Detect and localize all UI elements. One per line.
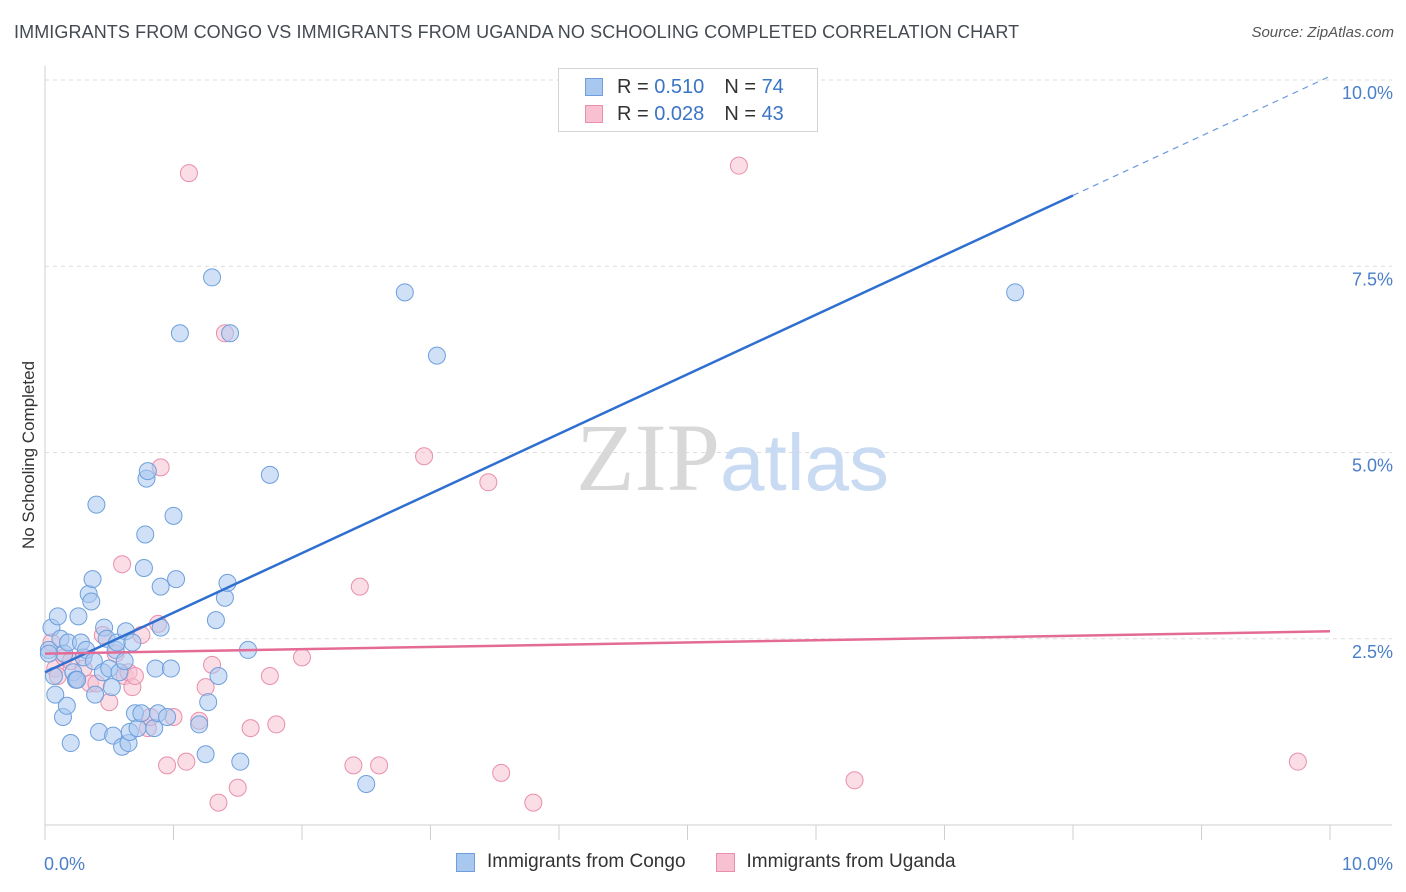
legend-n-label-uganda: N =	[724, 102, 756, 125]
congo-point	[190, 715, 209, 734]
legend-row-uganda: R = 0.028 N = 43	[585, 102, 784, 126]
congo-point	[427, 346, 446, 365]
tick-labels: 2.5% 5.0% 7.5% 10.0% 0.0% 10.0%	[44, 83, 1393, 874]
congo-point	[136, 525, 155, 544]
congo-point	[83, 570, 102, 589]
congo-point	[221, 324, 240, 343]
watermark-atlas: atlas	[720, 418, 889, 507]
congo-point	[46, 685, 65, 704]
y-axis-label: No Schooling Completed	[19, 361, 38, 549]
congo-point	[231, 752, 250, 771]
congo-point	[102, 678, 121, 697]
legend-r-value-congo: 0.510	[654, 75, 705, 98]
congo-point	[206, 611, 225, 630]
x-tick-label-0: 0.0%	[44, 854, 85, 874]
legend-item-label-uganda: Immigrants from Uganda	[746, 851, 956, 872]
legend-item-swatch-uganda	[715, 852, 735, 872]
legend-item-label-congo: Immigrants from Congo	[487, 851, 686, 872]
trend-lines	[44, 75, 1331, 674]
congo-point	[87, 495, 106, 514]
congo-point	[209, 667, 228, 685]
chart-title: IMMIGRANTS FROM CONGO VS IMMIGRANTS FROM…	[14, 22, 1020, 42]
correlation-legend: R = 0.510 N = 74 R = 0.028 N = 43	[558, 68, 818, 132]
legend-item-uganda[interactable]: Immigrants from Uganda	[715, 851, 956, 873]
congo-point	[170, 324, 189, 343]
watermark-zip: ZIP	[576, 404, 720, 511]
congo-point	[69, 607, 88, 626]
congo-point	[203, 268, 222, 287]
congo-trend-line	[44, 194, 1074, 674]
uganda-point	[158, 756, 177, 775]
congo-point	[164, 506, 183, 525]
gridlines	[45, 79, 1392, 640]
uganda-point	[267, 715, 286, 734]
legend-r-value-uganda: 0.028	[654, 102, 705, 125]
congo-point	[1006, 283, 1025, 302]
legend-n-value-uganda: 43	[761, 102, 784, 125]
legend-item-swatch-congo	[456, 852, 475, 872]
congo-points	[39, 268, 1025, 794]
uganda-point	[293, 648, 311, 667]
uganda-trend-line	[44, 630, 1331, 655]
congo-point	[132, 704, 151, 723]
y-tick-label-3: 10.0%	[1342, 83, 1393, 103]
congo-point	[196, 745, 215, 764]
series-legend: Immigrants from Congo Immigrants from Ug…	[456, 851, 986, 873]
congo-point	[82, 592, 101, 611]
uganda-point	[415, 447, 434, 466]
legend-swatch-congo	[585, 78, 603, 96]
congo-point	[123, 633, 142, 652]
congo-point	[158, 707, 177, 726]
congo-point	[151, 577, 170, 596]
congo-trend-extension	[1072, 75, 1331, 197]
congo-point	[86, 685, 105, 704]
congo-point	[68, 670, 87, 689]
x-tick-label-1: 10.0%	[1342, 854, 1393, 874]
congo-point	[128, 719, 147, 738]
legend-n-value-congo: 74	[761, 75, 784, 98]
uganda-point	[260, 667, 279, 685]
uganda-point	[177, 752, 196, 771]
y-tick-label-2: 7.5%	[1352, 269, 1393, 289]
congo-point	[115, 652, 134, 671]
uganda-point	[241, 719, 260, 738]
congo-point	[134, 558, 153, 577]
congo-point	[199, 693, 218, 712]
congo-point	[48, 607, 67, 626]
legend-item-congo[interactable]: Immigrants from Congo	[456, 851, 686, 873]
congo-point	[167, 570, 186, 589]
congo-point	[357, 775, 376, 794]
legend-swatch-uganda	[585, 105, 603, 123]
source-label: Source: ZipAtlas.com	[1251, 24, 1394, 41]
congo-point	[161, 659, 180, 678]
congo-point	[146, 659, 165, 678]
axes	[44, 66, 1392, 840]
y-tick-label-0: 2.5%	[1352, 642, 1393, 662]
uganda-point	[492, 763, 511, 782]
y-tick-label-1: 5.0%	[1352, 456, 1393, 476]
uganda-point	[209, 793, 228, 812]
uganda-point	[179, 164, 198, 183]
legend-r-label-uganda: R =	[617, 102, 649, 125]
uganda-point	[1288, 752, 1307, 771]
uganda-point	[729, 156, 748, 175]
uganda-point	[350, 577, 369, 596]
legend-r-label-congo: R =	[617, 75, 649, 98]
uganda-point	[370, 756, 389, 775]
congo-point	[138, 462, 157, 481]
uganda-point	[344, 756, 363, 775]
congo-point	[260, 465, 279, 484]
congo-point	[57, 696, 76, 715]
uganda-point	[524, 793, 543, 812]
uganda-point	[228, 778, 247, 797]
uganda-point	[125, 667, 144, 685]
congo-point	[395, 283, 414, 302]
legend-n-label-congo: N =	[724, 75, 756, 98]
uganda-point	[479, 473, 498, 492]
congo-point	[61, 734, 80, 753]
uganda-point	[113, 555, 132, 574]
uganda-point	[845, 771, 864, 790]
legend-row-congo: R = 0.510 N = 74	[585, 75, 784, 99]
